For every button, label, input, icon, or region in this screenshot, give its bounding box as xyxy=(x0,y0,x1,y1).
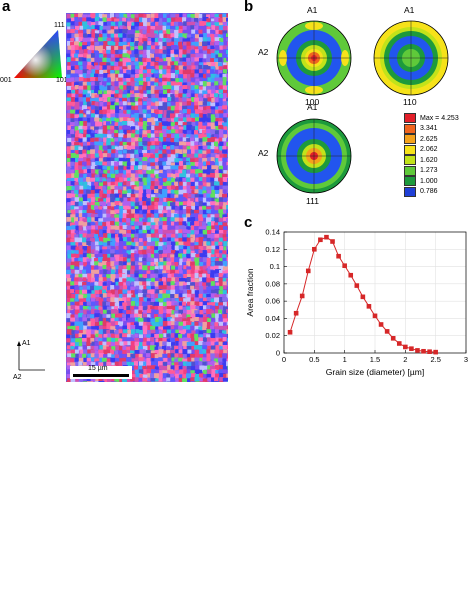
pf111-caption: 111 xyxy=(306,196,319,206)
data-point xyxy=(427,349,432,355)
y-tick-label: 0.12 xyxy=(265,245,280,254)
x-axis-label: Grain size (diameter) [µm] xyxy=(326,367,424,377)
ipf-color-key xyxy=(0,22,70,84)
data-point xyxy=(403,344,408,350)
legend-label: 0.786 xyxy=(420,188,438,195)
pole-figure-111 xyxy=(266,110,366,206)
ebsd-grains xyxy=(66,13,234,389)
data-point xyxy=(415,348,420,353)
legend-row: 0.786 xyxy=(404,186,438,197)
legend-label: 2.625 xyxy=(420,135,438,143)
data-point xyxy=(360,294,366,300)
pf110-caption: 110 xyxy=(403,97,417,107)
axis-label-a1: A1 xyxy=(22,340,31,347)
legend-swatch xyxy=(404,155,416,165)
legend-label: 1.620 xyxy=(420,156,438,164)
data-point xyxy=(324,234,329,240)
pole-figure-legend: Max = 4.253 3.341 2.625 2.062 1.620 1.273 1.00… xyxy=(404,113,474,197)
ipf-label-001: 001 xyxy=(0,77,12,84)
scale-bar-label: 15 µm xyxy=(88,365,108,372)
y-tick-label: 0.14 xyxy=(265,228,280,237)
pf100-label-a1: A1 xyxy=(307,5,318,15)
x-tick-label: 3 xyxy=(464,355,468,364)
data-point xyxy=(330,239,335,244)
y-tick-label: 0.1 xyxy=(270,262,280,271)
legend-label: Max = 4.253 xyxy=(420,114,459,122)
legend-swatch xyxy=(404,144,416,155)
y-tick-label: 0.02 xyxy=(265,331,280,340)
data-point xyxy=(409,346,414,351)
legend-row: 1.000 xyxy=(404,176,438,186)
axis-label-a2: A2 xyxy=(13,374,22,381)
legend-row: 1.620 xyxy=(404,155,438,165)
data-point xyxy=(305,268,311,274)
legend-label: 3.341 xyxy=(420,125,438,132)
pole-figure-100 xyxy=(266,12,366,108)
y-tick-label: 0 xyxy=(276,349,280,358)
data-point xyxy=(293,310,299,316)
panel-a-letter: a xyxy=(2,0,11,15)
pf110-label-a1: A1 xyxy=(404,5,415,15)
x-tick-label: 2 xyxy=(403,355,407,364)
x-tick-label: 0.5 xyxy=(309,355,319,364)
data-point xyxy=(287,329,293,335)
grain-size-chart: 0 0.5 1 1.5 2 2.5 3 0 0.02 0.04 0.06 0.08 0.1 0.12 0.1… xyxy=(240,222,474,388)
legend-row: 2.062 xyxy=(404,144,438,155)
data-point xyxy=(396,341,402,346)
legend-label: 1.000 xyxy=(420,177,438,185)
legend-label: 2.062 xyxy=(420,146,438,153)
pole-figure-110 xyxy=(369,12,469,108)
data-point xyxy=(348,272,354,278)
legend-row: 3.341 xyxy=(404,123,438,134)
legend-row: Max = 4.253 xyxy=(404,113,459,123)
pf111-label-a2: A2 xyxy=(258,148,269,158)
ipf-label-101: 101 xyxy=(56,77,68,84)
ebsd-orientation-map xyxy=(66,13,234,389)
panel-b-letter: b xyxy=(244,0,254,15)
y-tick-label: 0.08 xyxy=(265,279,280,288)
panel-c-letter: c xyxy=(244,214,253,231)
data-point xyxy=(433,349,438,355)
legend-swatch xyxy=(404,165,416,176)
pf111-label-a1: A1 xyxy=(307,102,318,112)
x-tick-label: 2.5 xyxy=(430,355,440,364)
legend-row: 2.625 xyxy=(404,134,438,144)
x-tick-label: 1 xyxy=(343,355,347,364)
sample-axes xyxy=(13,340,53,382)
y-tick-label: 0.04 xyxy=(265,314,280,323)
data-point xyxy=(299,293,305,299)
data-point xyxy=(384,329,390,334)
legend-swatch xyxy=(404,123,416,134)
x-tick-label: 0 xyxy=(282,355,286,364)
pf100-caption: 100 xyxy=(305,97,320,107)
data-point xyxy=(372,313,378,319)
data-point xyxy=(421,348,426,354)
plot-frame xyxy=(283,231,467,354)
data-point xyxy=(390,336,396,341)
data-point xyxy=(354,283,360,288)
legend-swatch xyxy=(404,186,416,197)
ipf-label-111: 111 xyxy=(54,22,65,29)
data-point xyxy=(318,237,323,243)
legend-swatch xyxy=(404,134,416,144)
data-point xyxy=(312,246,317,252)
legend-label: 1.273 xyxy=(420,167,438,174)
legend-row: 1.273 xyxy=(404,165,438,176)
data-point xyxy=(342,263,347,269)
data-point xyxy=(378,322,384,327)
x-tick-label: 1.5 xyxy=(370,355,380,364)
pf100-label-a2: A2 xyxy=(258,47,269,57)
data-point xyxy=(366,304,372,309)
scale-bar xyxy=(73,374,129,377)
legend-swatch xyxy=(404,176,416,186)
y-axis-label: Area fraction xyxy=(245,268,255,316)
scale-bar-box: 15 µm xyxy=(70,365,132,379)
legend-swatch xyxy=(404,113,416,123)
data-point xyxy=(336,253,341,259)
y-tick-label: 0.06 xyxy=(265,297,280,306)
